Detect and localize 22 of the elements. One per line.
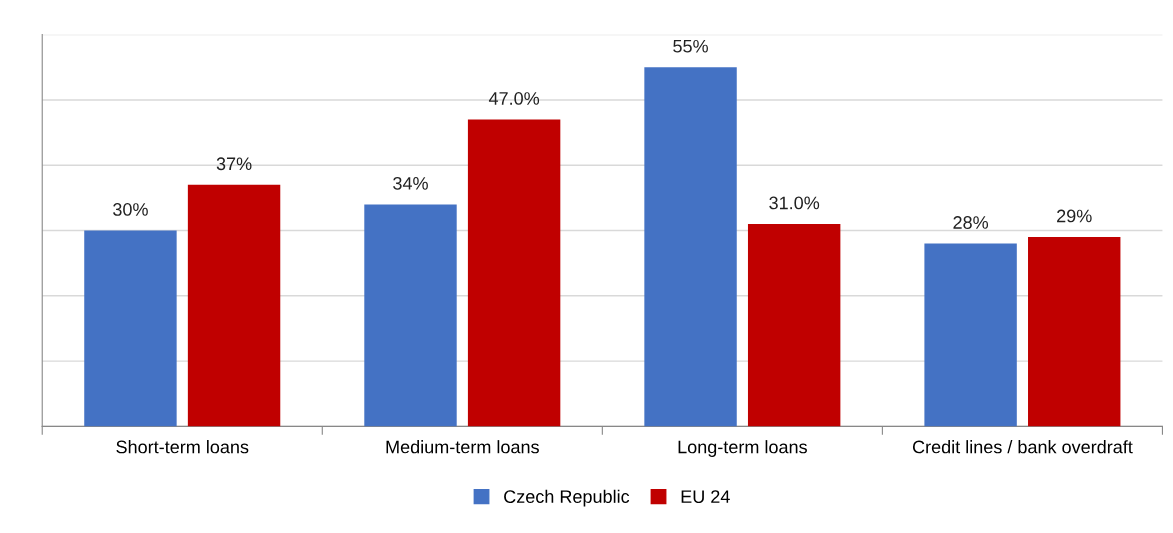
data-label: 47.0% <box>488 92 540 105</box>
data-label: 55% <box>673 39 708 53</box>
bar <box>364 204 457 427</box>
data-label: 34% <box>393 176 428 190</box>
bar <box>467 119 561 427</box>
bar <box>1028 237 1121 427</box>
data-label: 30% <box>113 203 148 216</box>
legend-label: Czech Republic <box>504 489 630 507</box>
legend-label: EU 24 <box>681 490 730 504</box>
data-label: 29% <box>1057 209 1092 223</box>
x-tick-label: Credit lines / bank overdraft <box>912 440 1133 454</box>
bar <box>644 67 737 427</box>
bar <box>84 230 177 427</box>
x-tick-label: Medium-term loans <box>386 440 539 454</box>
bar <box>924 243 1017 427</box>
data-label: 28% <box>953 216 989 229</box>
data-label: 31.0% <box>769 196 820 210</box>
bar <box>747 223 841 427</box>
bar <box>187 184 281 427</box>
x-tick-label: Short-term loans <box>116 440 249 454</box>
data-label: 37% <box>216 157 252 171</box>
x-tick-label: Long-term loans <box>678 440 807 457</box>
